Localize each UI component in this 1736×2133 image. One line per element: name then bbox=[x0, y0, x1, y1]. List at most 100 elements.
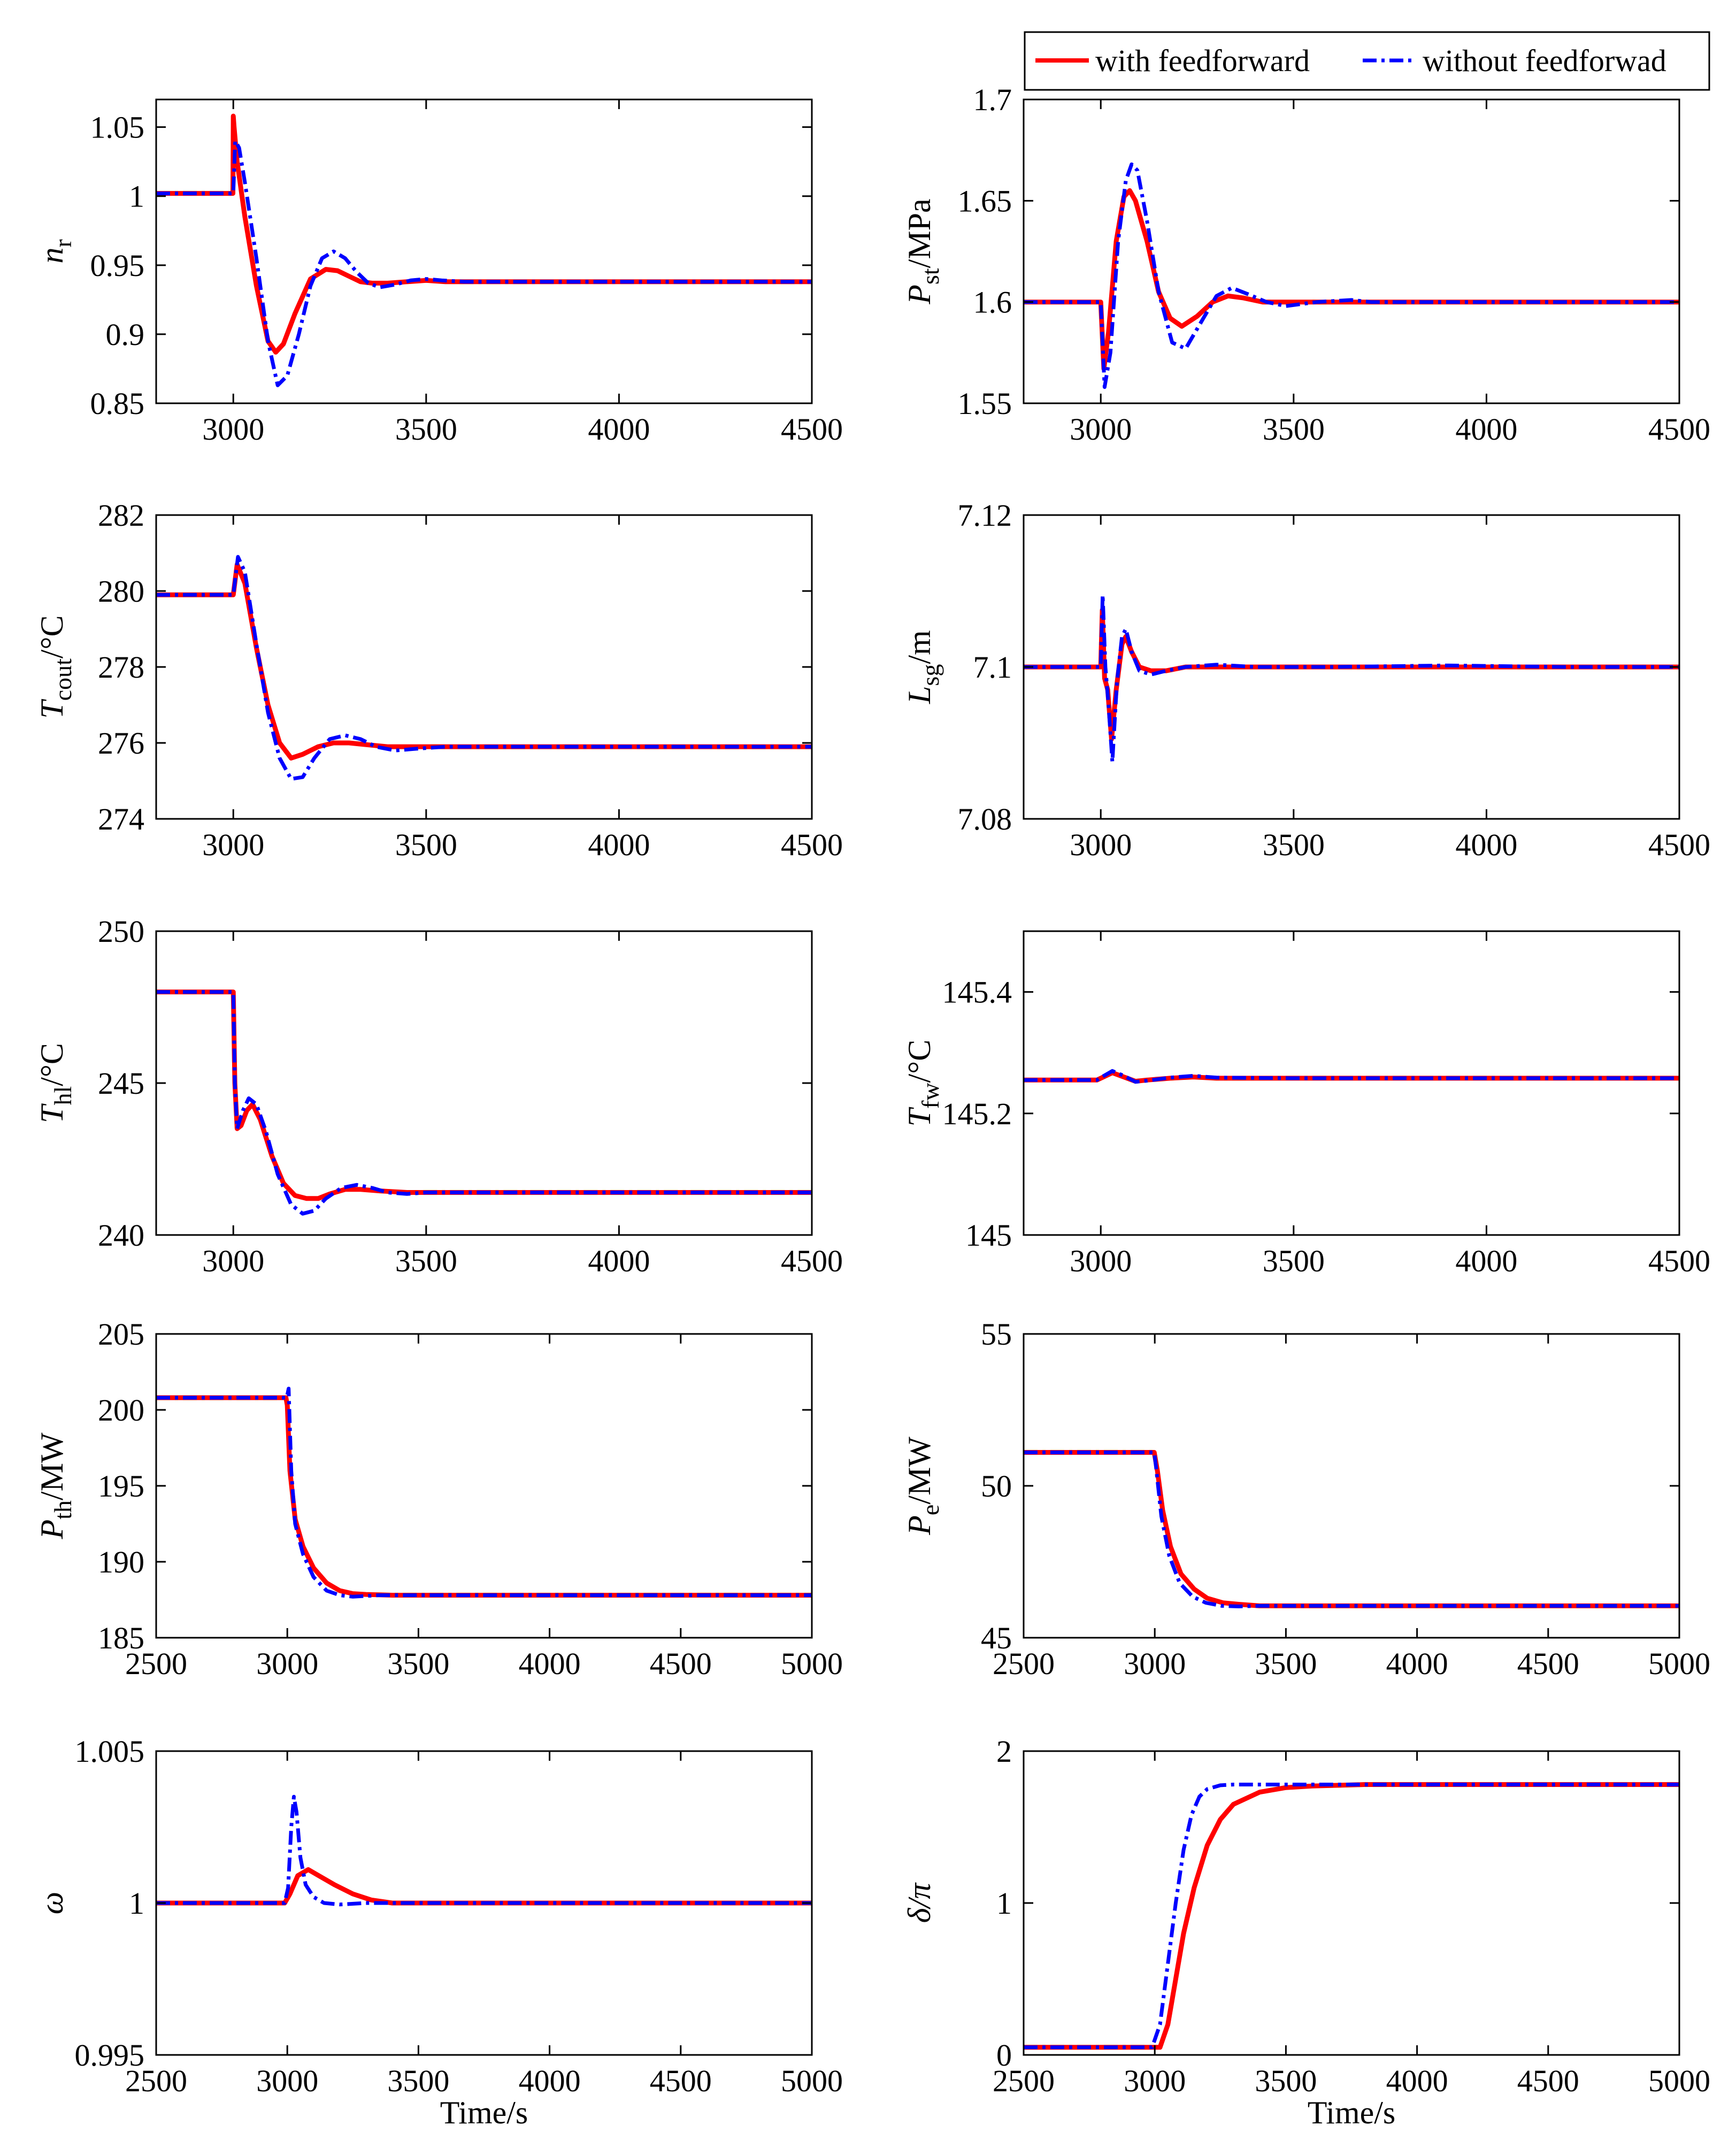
ytick-label: 145 bbox=[965, 1218, 1012, 1253]
chart-pe: 2500 3000 3500 4000 4500 5000 45 50 55 Pe/MW bbox=[902, 1317, 1710, 1681]
xtick-label: 3000 bbox=[202, 1244, 264, 1278]
ytick-label: 7.08 bbox=[958, 802, 1012, 837]
xtick-label: 4000 bbox=[1386, 2063, 1448, 2098]
xtick-label: 5000 bbox=[781, 1646, 843, 1681]
ylabel-tfw: Tfw/°C bbox=[902, 1040, 944, 1127]
xtick-label: 4500 bbox=[1648, 827, 1710, 862]
series-omega-without-feedforwad bbox=[156, 1794, 812, 1907]
xtick-label: 4500 bbox=[650, 2063, 712, 2098]
xtick-label: 2500 bbox=[125, 1646, 187, 1681]
xtick-label: 4000 bbox=[519, 2063, 581, 2098]
xtick-label: 4000 bbox=[1386, 1646, 1448, 1681]
ytick-label: 0.995 bbox=[75, 2038, 145, 2073]
ytick-label: 1.55 bbox=[958, 386, 1012, 421]
ytick-label: 7.1 bbox=[973, 650, 1012, 685]
series-delta-without-feedforwad bbox=[1024, 1783, 1679, 2050]
series-thl-with-feedforward bbox=[156, 989, 812, 1201]
chart-nr: 3000 3500 4000 4500 0.85 0.9 0.95 1 1.05 nr bbox=[34, 98, 843, 447]
xtick-label: 3500 bbox=[1263, 412, 1325, 447]
xlabel-delta: Time/s bbox=[1308, 2095, 1396, 2130]
ytick-label: 50 bbox=[981, 1469, 1012, 1503]
plot-frame-pth bbox=[155, 1333, 813, 1639]
ylabel-delta: δ/π bbox=[902, 1882, 937, 1923]
xtick-label: 3500 bbox=[1255, 2063, 1317, 2098]
plot-frame-thl bbox=[155, 930, 813, 1236]
xtick-label: 4000 bbox=[588, 827, 650, 862]
chart-pst: 3000 3500 4000 4500 1.55 1.6 1.65 1.7 Pst/MPa bbox=[902, 82, 1710, 447]
ytick-label: 1.7 bbox=[973, 82, 1012, 117]
series-pe-without-feedforwad bbox=[1024, 1451, 1679, 1608]
ytick-label: 0 bbox=[996, 2038, 1012, 2073]
ytick-label: 245 bbox=[98, 1066, 144, 1101]
series-delta-with-feedforward bbox=[1024, 1782, 1679, 2050]
plot-frame-nr bbox=[155, 98, 813, 404]
xtick-label: 5000 bbox=[781, 2063, 843, 2098]
xtick-label: 4500 bbox=[781, 412, 843, 447]
series-tcout-with-feedforward bbox=[156, 562, 812, 761]
ytick-label: 278 bbox=[98, 650, 144, 685]
ytick-label: 195 bbox=[98, 1469, 144, 1503]
xtick-label: 4500 bbox=[1648, 1244, 1710, 1278]
ytick-label: 1.65 bbox=[958, 183, 1012, 218]
series-pth-with-feedforward bbox=[156, 1395, 812, 1598]
plot-frame-pst bbox=[1023, 98, 1680, 404]
xtick-label: 4000 bbox=[588, 412, 650, 447]
xtick-label: 3500 bbox=[1255, 1646, 1317, 1681]
ytick-label: 274 bbox=[98, 802, 144, 837]
xtick-label: 3000 bbox=[1124, 1646, 1186, 1681]
plot-frame-delta bbox=[1023, 1750, 1680, 2056]
xtick-label: 4000 bbox=[1455, 412, 1517, 447]
xtick-label: 4500 bbox=[781, 827, 843, 862]
ytick-label: 0.85 bbox=[90, 386, 145, 421]
xtick-label: 3500 bbox=[395, 1244, 457, 1278]
ytick-label: 1.005 bbox=[75, 1734, 145, 1769]
series-pst-without-feedforwad bbox=[1024, 162, 1679, 389]
ytick-label: 145.4 bbox=[942, 975, 1012, 1010]
xtick-label: 4000 bbox=[1455, 1244, 1517, 1278]
xlabel-omega: Time/s bbox=[440, 2095, 528, 2130]
xtick-label: 3000 bbox=[1070, 1244, 1132, 1278]
xtick-label: 3500 bbox=[395, 412, 457, 447]
ylabel-omega: ω bbox=[34, 1892, 70, 1914]
ytick-label: 45 bbox=[981, 1621, 1012, 1655]
xtick-label: 2500 bbox=[993, 2063, 1055, 2098]
ytick-label: 282 bbox=[98, 498, 144, 533]
xtick-label: 3000 bbox=[256, 1646, 318, 1681]
xtick-label: 3000 bbox=[1070, 827, 1132, 862]
xtick-label: 4500 bbox=[781, 1244, 843, 1278]
xtick-label: 3500 bbox=[1263, 1244, 1325, 1278]
chart-delta: 2500 3000 3500 4000 4500 5000 0 1 2 δ/π Time/s bbox=[902, 1734, 1710, 2130]
ytick-label: 2 bbox=[996, 1734, 1012, 1769]
xtick-label: 4500 bbox=[650, 1646, 712, 1681]
xtick-label: 3000 bbox=[202, 412, 264, 447]
ylabel-thl: Thl/°C bbox=[34, 1043, 76, 1123]
xtick-label: 4500 bbox=[1517, 2063, 1579, 2098]
xtick-label: 3500 bbox=[1263, 827, 1325, 862]
xtick-label: 2500 bbox=[993, 1646, 1055, 1681]
xtick-label: 3000 bbox=[1070, 412, 1132, 447]
chart-tcout: 3000 3500 4000 4500 274 276 278 280 282 Tcout/°C bbox=[34, 498, 843, 862]
ytick-label: 7.12 bbox=[958, 498, 1012, 533]
ytick-label: 185 bbox=[98, 1621, 144, 1655]
ytick-label: 240 bbox=[98, 1218, 144, 1253]
plot-frame-tfw bbox=[1023, 930, 1680, 1236]
xtick-label: 4000 bbox=[519, 1646, 581, 1681]
xtick-label: 3500 bbox=[387, 2063, 449, 2098]
ytick-label: 1 bbox=[129, 1886, 144, 1921]
ytick-label: 190 bbox=[98, 1545, 144, 1579]
legend: with feedforward without feedforwad bbox=[1024, 31, 1710, 91]
series-thl-without-feedforwad bbox=[156, 990, 812, 1216]
chart-thl: 3000 3500 4000 4500 240 245 250 Thl/°C bbox=[34, 914, 843, 1278]
xtick-label: 4500 bbox=[1648, 412, 1710, 447]
ylabel-nr: nr bbox=[34, 239, 76, 263]
chart-pth: 2500 3000 3500 4000 4500 5000 185 190 195 200 205 P… bbox=[34, 1317, 843, 1681]
series-omega-with-feedforward bbox=[156, 1867, 812, 1906]
ytick-label: 145.2 bbox=[942, 1096, 1012, 1131]
series-lsg-with-feedforward bbox=[1024, 608, 1679, 742]
legend-label-without: without feedforwad bbox=[1423, 43, 1666, 78]
ytick-label: 0.9 bbox=[106, 317, 145, 352]
xtick-label: 3000 bbox=[256, 2063, 318, 2098]
ylabel-lsg: Lsg/m bbox=[902, 630, 944, 704]
series-tfw-with-feedforward bbox=[1024, 1070, 1679, 1084]
chart-omega: 2500 3000 3500 4000 4500 5000 0.995 1 1.005 ω Time… bbox=[34, 1734, 843, 2130]
